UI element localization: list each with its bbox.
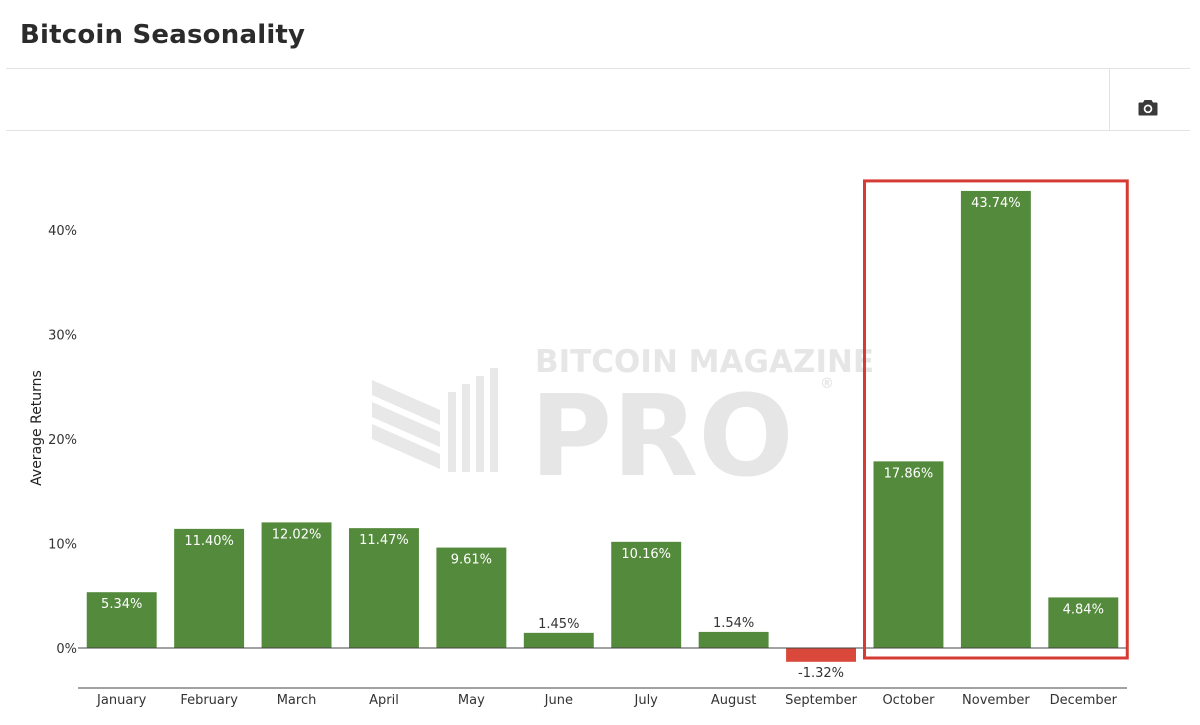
y-tick-label: 30%: [48, 329, 77, 344]
data-label-march: 12.02%: [272, 527, 322, 542]
x-axis-ticks: January February March April May June July Augu…: [96, 693, 1118, 708]
bar-october[interactable]: [873, 461, 944, 648]
watermark-registered: ®: [820, 376, 834, 392]
x-tick-label: June: [544, 693, 573, 708]
x-tick-label: March: [277, 693, 317, 708]
x-tick-label: August: [711, 693, 757, 708]
bar-may[interactable]: [436, 547, 507, 648]
x-tick-label: July: [634, 693, 659, 708]
watermark-line2: PRO: [530, 372, 794, 502]
data-label-october: 17.86%: [884, 466, 934, 481]
bar-august[interactable]: [698, 631, 769, 648]
toolbar-separator: [1109, 69, 1110, 130]
x-tick-label: January: [96, 693, 147, 708]
header-divider: [6, 68, 1190, 69]
y-tick-label: 20%: [48, 433, 77, 448]
y-axis-ticks: 0% 10% 20% 30% 40%: [48, 224, 77, 657]
y-tick-label: 40%: [48, 224, 77, 239]
bar-december[interactable]: [1048, 597, 1119, 648]
data-label-january: 5.34%: [101, 597, 142, 612]
y-tick-label: 0%: [56, 642, 77, 657]
watermark: BITCOIN MAGAZINE PRO ®: [372, 344, 874, 502]
data-label-february: 11.40%: [184, 534, 234, 549]
download-image-button[interactable]: [1136, 96, 1160, 118]
x-tick-label: November: [962, 693, 1030, 708]
bar-september[interactable]: [786, 648, 857, 662]
data-label-june: 1.45%: [538, 617, 579, 632]
data-label-july: 10.16%: [621, 547, 671, 562]
y-axis-title: Average Returns: [29, 370, 45, 486]
data-label-august: 1.54%: [713, 616, 754, 631]
x-tick-label: September: [785, 693, 858, 708]
bar-april[interactable]: [348, 528, 419, 648]
camera-icon: [1138, 99, 1158, 115]
bar-march[interactable]: [261, 522, 332, 648]
toolbar-divider: [6, 130, 1190, 131]
data-label-november: 43.74%: [971, 196, 1021, 211]
bar-january[interactable]: [86, 592, 157, 648]
highlight-box: [862, 179, 1129, 660]
bar-february[interactable]: [174, 528, 245, 648]
watermark-line1: BITCOIN MAGAZINE: [535, 344, 874, 380]
x-tick-label: May: [458, 693, 485, 708]
data-label-december: 4.84%: [1063, 602, 1104, 617]
data-label-may: 9.61%: [451, 553, 492, 568]
x-tick-label: October: [882, 693, 935, 708]
page-title: Bitcoin Seasonality: [20, 20, 306, 50]
data-label-april: 11.47%: [359, 533, 409, 548]
watermark-logo-icon: [372, 368, 498, 472]
y-tick-label: 10%: [48, 538, 77, 553]
bar-november[interactable]: [960, 190, 1031, 649]
bar-labels: 5.34% 11.40% 12.02% 11.47% 9.61% 1.45% 10.16% 1…: [101, 196, 1104, 681]
bar-june[interactable]: [523, 632, 594, 648]
x-tick-label: December: [1050, 693, 1118, 708]
bar-july[interactable]: [611, 541, 682, 648]
x-tick-label: April: [369, 693, 399, 708]
x-tick-label: February: [180, 693, 238, 708]
data-label-september: -1.32%: [798, 666, 844, 681]
bars: [86, 190, 1119, 662]
chart-toolbar: [6, 69, 1190, 130]
